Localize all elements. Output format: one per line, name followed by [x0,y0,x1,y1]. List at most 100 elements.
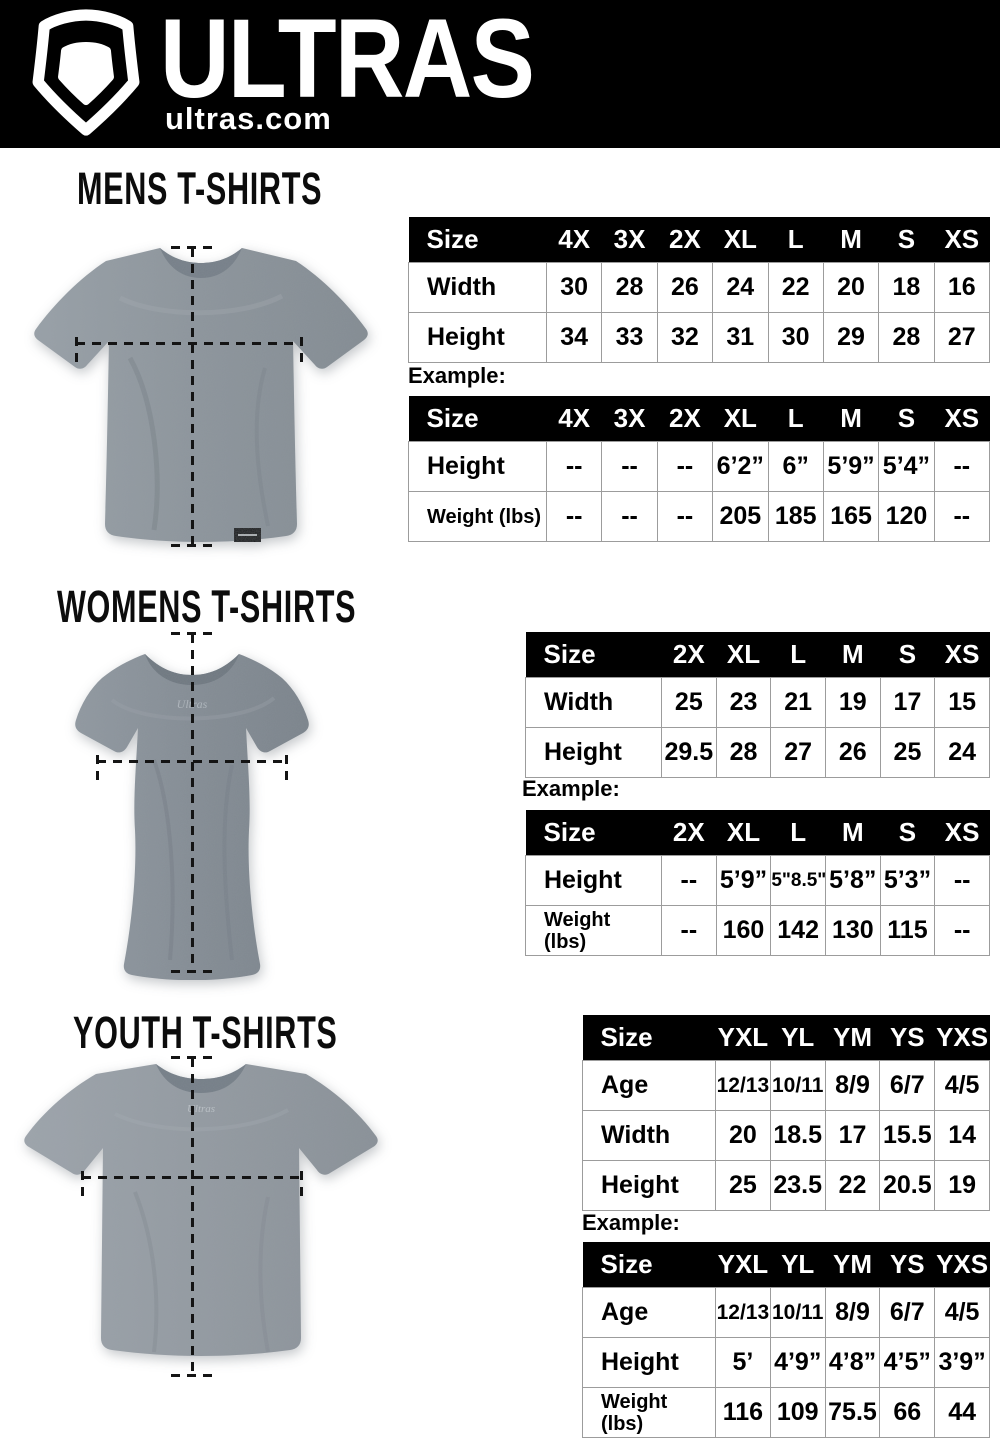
value-cell: 5’4” [878,441,935,492]
column-header: 3X [601,217,658,263]
youth-chest-right-cap-dash [300,1171,303,1199]
column-header: 4X [546,396,602,442]
mens-example-table: Size 4X 3X 2X XL L M S XS Height -- -- -- 6’2” 6” 5’9” 5… [408,396,991,542]
column-header: XS [934,396,990,442]
column-header: YXL [715,1015,771,1061]
size-column-header: Size [525,810,662,856]
column-header: YS [879,1015,935,1061]
value-cell: 19 [934,1160,990,1211]
mens-bottom-cap-dash [171,544,213,547]
value-cell: 23.5 [769,1160,826,1211]
womens-chest-measure-dash [97,760,287,763]
value-cell: 160 [715,905,772,956]
size-column-header: Size [582,1242,716,1288]
value-cell: -- [934,905,990,956]
value-cell: 22 [824,1160,881,1211]
mens-example-label: Example: [408,363,506,388]
column-header: S [878,396,935,442]
value-cell: 20 [715,1110,771,1161]
value-cell: 24 [934,727,990,778]
column-header: 2X [657,217,713,263]
size-column-header: Size [582,1015,716,1061]
value-cell: 6/7 [879,1287,936,1338]
value-cell: 18.5 [769,1110,826,1161]
column-header: YL [770,1242,826,1288]
value-cell: 26 [656,262,714,313]
column-header: L [768,396,824,442]
value-cell: 6/7 [879,1060,936,1111]
column-header: YXL [715,1242,771,1288]
value-cell: 8/9 [824,1287,881,1338]
table-row: Weight (lbs) -- -- -- 205 185 165 120 -- [408,491,991,542]
value-cell: 5’9” [822,441,880,492]
value-cell: 31 [712,312,769,363]
column-header: 2X [657,396,713,442]
row-label: Weight (lbs) [525,905,662,956]
value-cell: 6’2” [712,441,769,492]
value-cell: 12/13 [715,1287,771,1338]
youth-bottom-cap-dash [171,1374,213,1377]
womens-chest-right-cap-dash [285,755,288,785]
value-cell: 5’ [715,1337,771,1388]
youth-vertical-measure-dash [191,1058,194,1376]
value-cell: 5’9” [715,855,772,906]
column-header: XS [934,217,990,263]
table-row: Age 12/13 10/11 8/9 6/7 4/5 [582,1060,990,1111]
womens-example-table: Size 2X XL L M S XS Height -- 5’9” 5"8.5" 5’8” 5’3” -… [525,810,990,956]
value-cell: 142 [770,905,826,956]
value-cell: 14 [934,1110,990,1161]
row-label: Weight (lbs) [408,491,547,542]
ultras-shield-logo-icon [32,9,140,136]
value-cell: -- [934,855,990,906]
column-header: 2X [661,632,717,678]
value-cell: 4/5 [934,1060,990,1111]
column-header: M [823,217,879,263]
column-header: M [823,396,879,442]
value-cell: 205 [712,491,769,542]
column-header: XL [716,632,771,678]
table-row: Height 5’ 4’9” 4’8” 4’5” 3’9” [582,1337,990,1388]
womens-example-label: Example: [522,776,620,801]
table-row: Width 20 18.5 17 15.5 14 [582,1110,990,1161]
row-label: Age [582,1287,716,1338]
value-cell: 19 [824,677,881,728]
value-cell: 26 [824,727,881,778]
table-row: Height 25 23.5 22 20.5 19 [582,1160,990,1211]
row-label: Age [582,1060,716,1111]
size-column-header: Size [408,217,547,263]
value-cell: 29.5 [661,727,717,778]
value-cell: -- [601,441,658,492]
mens-chest-left-cap-dash [75,337,78,365]
row-label: Height [582,1337,716,1388]
table-row: Height -- 5’9” 5"8.5" 5’8” 5’3” -- [525,855,990,906]
value-cell: -- [661,855,717,906]
value-cell: 22 [767,262,824,313]
mens-top-cap-dash [171,246,213,249]
value-cell: 30 [767,312,824,363]
value-cell: 28 [715,727,772,778]
column-header: S [880,810,935,856]
table-row: Weight (lbs) -- 160 142 130 115 -- [525,905,990,956]
womens-vertical-measure-dash [191,634,194,972]
value-cell: 34 [545,312,603,363]
value-cell: 3’9” [934,1337,990,1388]
value-cell: 4’5” [879,1337,936,1388]
value-cell: -- [661,905,717,956]
womens-top-cap-dash [171,632,213,635]
value-cell: 33 [601,312,658,363]
row-label: Height [408,312,547,363]
value-cell: 185 [767,491,824,542]
table-row: Height 34 33 32 31 30 29 28 27 [408,312,991,363]
value-cell: -- [933,491,991,542]
column-header: XS [934,632,990,678]
column-header: YM [825,1242,880,1288]
value-cell: 25 [661,677,717,728]
column-header: XL [712,396,768,442]
table-row: Weight (lbs) 116 109 75.5 66 44 [582,1387,990,1438]
value-cell: 4/5 [934,1287,990,1338]
mens-chest-right-cap-dash [300,337,303,365]
youth-top-cap-dash [171,1056,213,1059]
column-header: YS [879,1242,935,1288]
value-cell: 5’8” [824,855,881,906]
